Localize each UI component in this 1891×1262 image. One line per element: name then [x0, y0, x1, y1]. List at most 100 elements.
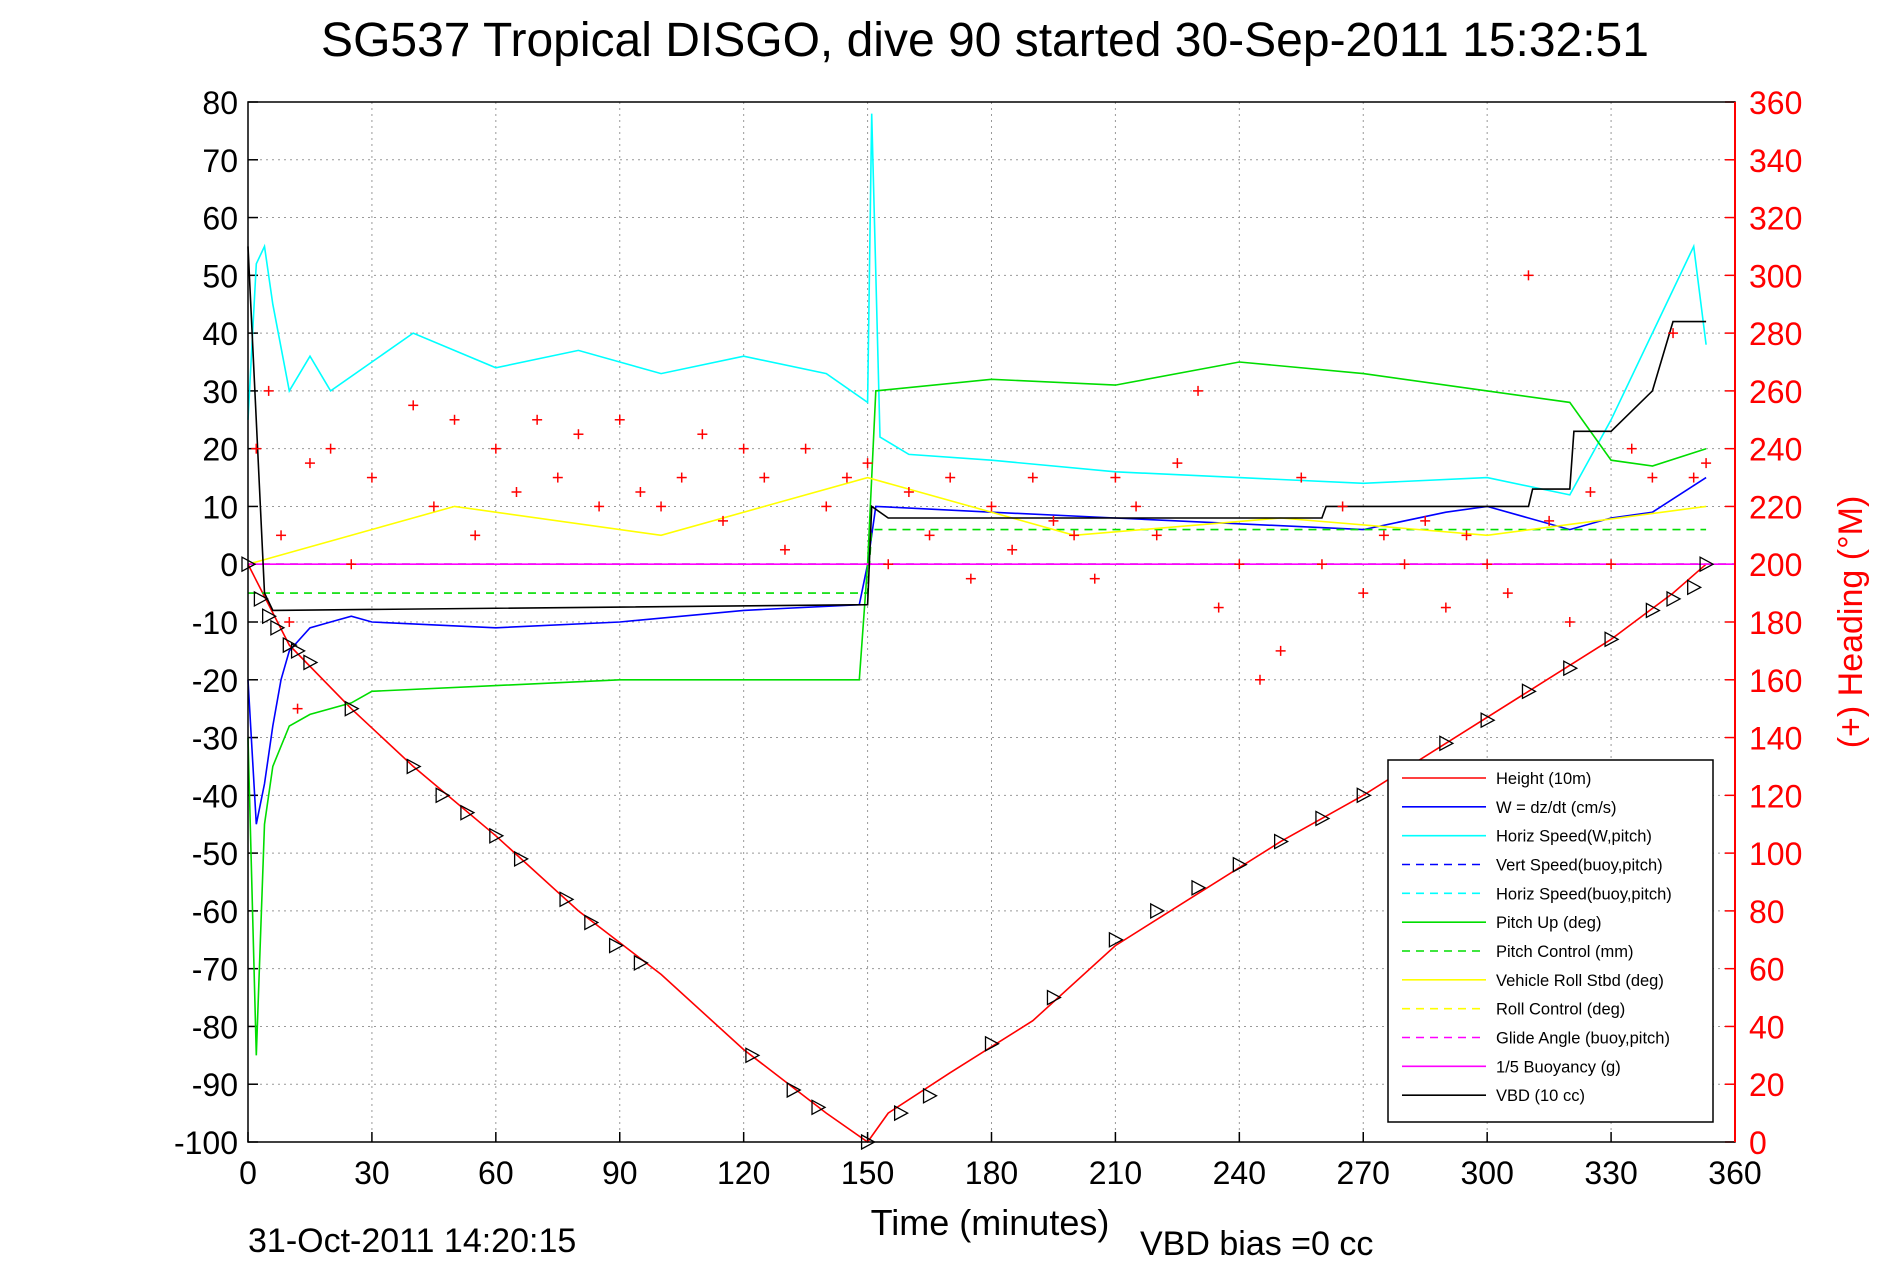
triangle-marker	[1356, 787, 1372, 804]
series-line	[247, 563, 1707, 1144]
heading-marker	[986, 501, 997, 512]
legend-entry: Horiz Speed(W,pitch)	[1496, 828, 1652, 846]
heading-marker	[1275, 645, 1286, 656]
triangle-marker	[1521, 683, 1537, 700]
heading-marker	[779, 544, 790, 555]
heading-marker	[511, 487, 522, 497]
heading-marker	[1688, 472, 1699, 483]
triangle-marker	[1191, 879, 1207, 896]
triangle-marker	[282, 637, 298, 654]
triangle-marker	[1687, 579, 1703, 596]
y-tick-label: -100	[174, 1125, 238, 1161]
y-right-tick-label: 120	[1749, 778, 1802, 814]
triangle-marker	[513, 850, 529, 867]
triangle-marker	[1150, 902, 1166, 919]
heading-marker	[304, 458, 315, 469]
heading-marker	[1399, 559, 1410, 570]
y-right-tick-label: 360	[1749, 85, 1802, 121]
heading-marker	[1213, 602, 1224, 613]
y-tick-label: -30	[192, 721, 238, 757]
legend-entry: Glide Angle (buoy,pitch)	[1496, 1030, 1670, 1048]
y-tick-label: -80	[192, 1009, 238, 1045]
legend-box	[1387, 759, 1714, 1123]
triangle-marker	[1315, 810, 1331, 827]
ticks: 0 30 60 90 120 150 180 210 240 270 300 330 360807060…	[174, 85, 1802, 1191]
heading-marker	[1254, 674, 1265, 685]
heading-marker	[292, 703, 303, 714]
legend: Height (10m) W = dz/dt (cm/s) Horiz Speed(…	[1387, 759, 1714, 1123]
heading-marker	[1048, 515, 1059, 526]
x-tick-label: 300	[1460, 1155, 1513, 1191]
y-right-tick-label: 200	[1749, 547, 1802, 583]
y-tick-label: 50	[202, 258, 238, 294]
y-right-tick-label: 280	[1749, 316, 1802, 352]
y-right-tick-label: 240	[1749, 432, 1802, 468]
triangle-marker	[270, 619, 286, 636]
heading-marker	[1007, 544, 1018, 555]
heading-marker	[759, 472, 770, 483]
y-tick-label: -50	[192, 836, 238, 872]
y-right-tick-label: 260	[1749, 374, 1802, 410]
y-tick-label: 70	[202, 143, 238, 179]
triangle-marker	[1645, 602, 1661, 619]
heading-marker	[676, 472, 687, 483]
heading-marker	[1337, 501, 1348, 512]
chart-title: SG537 Tropical DISGO, dive 90 started 30…	[321, 14, 1649, 67]
x-tick-label: 150	[841, 1155, 894, 1191]
heading-marker	[276, 530, 287, 541]
triangle-marker	[811, 1099, 827, 1116]
heading-marker	[1440, 602, 1451, 613]
x-tick-label: 60	[478, 1155, 514, 1191]
x-tick-label: 30	[354, 1155, 390, 1191]
footer-vbd-bias: VBD bias =0 cc	[1140, 1225, 1373, 1262]
heading-marker	[697, 429, 708, 440]
heading-marker	[1193, 385, 1204, 396]
heading-marker	[883, 559, 894, 570]
heading-marker	[841, 472, 852, 483]
heading-marker	[1420, 515, 1431, 526]
y-tick-label: 20	[202, 432, 238, 468]
triangle-marker	[489, 827, 505, 844]
y-tick-label: 0	[220, 547, 238, 583]
heading-marker	[635, 487, 646, 497]
y-tick-label: -40	[192, 778, 238, 814]
y-right-tick-label: 20	[1749, 1067, 1785, 1103]
heading-marker	[1606, 559, 1617, 570]
heading-marker	[1172, 458, 1183, 469]
heading-marker	[1647, 472, 1658, 483]
heading-marker	[594, 501, 605, 512]
heading-marker	[449, 414, 460, 425]
y-right-tick-label: 100	[1749, 836, 1802, 872]
x-tick-label: 0	[239, 1155, 257, 1191]
y-right-tick-label: 140	[1749, 721, 1802, 757]
series-line	[247, 476, 1707, 565]
triangle-marker	[1699, 556, 1715, 573]
heading-marker	[1151, 530, 1162, 541]
triangle-marker	[984, 1035, 1000, 1052]
triangle-marker	[303, 654, 319, 671]
triangle-marker	[344, 700, 360, 717]
heading-marker	[1089, 573, 1100, 584]
heading-marker	[1131, 501, 1142, 512]
heading-marker	[1358, 588, 1369, 599]
triangle-marker	[1604, 631, 1620, 648]
heading-marker	[284, 617, 295, 627]
y-tick-label: -10	[192, 605, 238, 641]
triangle-marker	[1666, 590, 1682, 607]
triangle-marker	[608, 937, 624, 954]
heading-marker	[1626, 443, 1637, 454]
heading-marker	[408, 400, 419, 411]
triangle-marker	[1480, 712, 1496, 729]
triangle-marker	[253, 590, 269, 607]
y-right-tick-label: 300	[1749, 258, 1802, 294]
triangle-marker	[406, 758, 422, 775]
x-tick-label: 210	[1089, 1155, 1142, 1191]
legend-entry: Height (10m)	[1496, 770, 1591, 788]
y-tick-label: -70	[192, 952, 238, 988]
heading-marker	[532, 414, 543, 425]
x-axis-label: Time (minutes)	[871, 1202, 1110, 1243]
series-line	[247, 361, 1707, 1056]
y-right-tick-label: 220	[1749, 489, 1802, 525]
y-tick-label: 60	[202, 201, 238, 237]
